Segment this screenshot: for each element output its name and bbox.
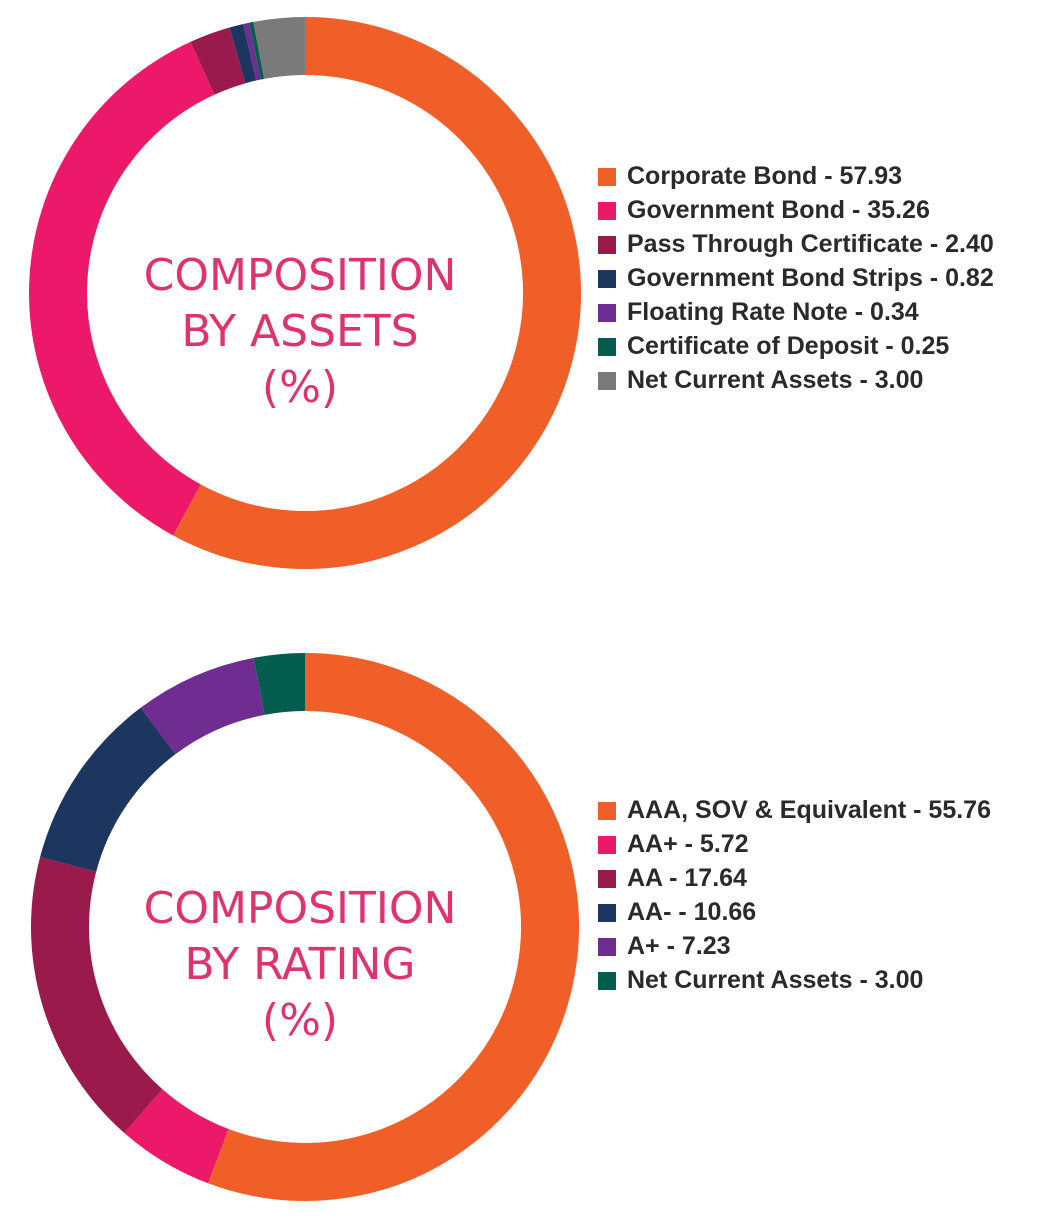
assets-legend-swatch xyxy=(598,202,616,220)
rating-slice-0 xyxy=(208,653,579,1201)
rating-title-line-1: COMPOSITION xyxy=(143,883,457,934)
assets-legend-swatch xyxy=(598,236,616,254)
assets-legend-label: Corporate Bond - 57.93 xyxy=(627,162,903,190)
rating-donut xyxy=(31,653,579,1201)
rating-legend-label: AA - 17.64 xyxy=(627,864,747,892)
assets-slice-4 xyxy=(243,22,261,81)
assets-composition-chart: COMPOSITION BY ASSETS (%) Corporate Bond… xyxy=(0,0,1042,600)
rating-legend-label: Net Current Assets - 3.00 xyxy=(627,966,924,994)
rating-legend-item: AA - 17.64 xyxy=(598,861,1018,895)
rating-legend-swatch xyxy=(598,904,616,922)
assets-legend-item: Government Bond Strips - 0.82 xyxy=(598,261,994,295)
rating-title-line-2: BY RATING xyxy=(184,939,416,990)
assets-slice-1 xyxy=(29,41,215,536)
rating-slice-3 xyxy=(40,707,177,873)
rating-legend-swatch xyxy=(598,972,616,990)
rating-center-title: COMPOSITION BY RATING (%) xyxy=(120,881,480,1049)
assets-legend-item: Pass Through Certificate - 2.40 xyxy=(598,227,994,261)
assets-slice-5 xyxy=(249,21,265,80)
rating-legend-item: A+ - 7.23 xyxy=(598,929,1018,963)
rating-slice-1 xyxy=(124,1088,230,1184)
assets-legend-swatch xyxy=(598,304,616,322)
rating-legend-swatch xyxy=(598,836,616,854)
rating-legend-label: AA- - 10.66 xyxy=(627,898,757,926)
assets-center-title: COMPOSITION BY ASSETS (%) xyxy=(120,248,480,416)
assets-legend-item: Net Current Assets - 3.00 xyxy=(598,363,994,397)
assets-legend-swatch xyxy=(598,338,616,356)
rating-legend-swatch xyxy=(598,938,616,956)
assets-title-line-2: BY ASSETS xyxy=(181,306,419,357)
assets-slice-2 xyxy=(190,27,246,95)
assets-legend-label: Net Current Assets - 3.00 xyxy=(627,366,924,394)
rating-composition-chart: COMPOSITION BY RATING (%) AAA, SOV & Equ… xyxy=(0,630,1042,1218)
assets-legend-item: Government Bond - 35.26 xyxy=(598,193,994,227)
assets-legend-swatch xyxy=(598,372,616,390)
rating-legend-item: AA+ - 5.72 xyxy=(598,827,1018,861)
assets-donut xyxy=(29,17,581,569)
rating-slice-4 xyxy=(140,657,266,755)
assets-title-line-1: COMPOSITION xyxy=(143,250,457,301)
assets-legend-swatch xyxy=(598,168,616,186)
assets-slice-3 xyxy=(229,23,257,84)
assets-legend-item: Certificate of Deposit - 0.25 xyxy=(598,329,994,363)
assets-legend-item: Floating Rate Note - 0.34 xyxy=(598,295,994,329)
rating-title-line-3: (%) xyxy=(261,995,339,1046)
assets-slice-6 xyxy=(253,17,306,79)
rating-legend-label: AAA, SOV & Equivalent - 55.76 xyxy=(627,796,991,824)
rating-legend-swatch xyxy=(598,802,616,820)
rating-slice-5 xyxy=(253,653,306,715)
assets-slice-0 xyxy=(173,17,581,569)
assets-legend-label: Government Bond - 35.26 xyxy=(627,196,930,224)
assets-legend-label: Certificate of Deposit - 0.25 xyxy=(627,332,950,360)
rating-legend-item: Net Current Assets - 3.00 xyxy=(598,963,1018,997)
assets-legend-label: Floating Rate Note - 0.34 xyxy=(627,298,919,326)
rating-legend-label: AA+ - 5.72 xyxy=(627,830,749,858)
rating-legend-swatch xyxy=(598,870,616,888)
assets-legend-item: Corporate Bond - 57.93 xyxy=(598,159,994,193)
rating-legend-item: AAA, SOV & Equivalent - 55.76 xyxy=(598,793,1018,827)
assets-title-line-3: (%) xyxy=(261,362,339,413)
rating-slice-2 xyxy=(31,857,163,1133)
rating-legend: AAA, SOV & Equivalent - 55.76 AA+ - 5.72 A… xyxy=(598,793,1018,997)
rating-legend-label: A+ - 7.23 xyxy=(627,932,731,960)
assets-legend-swatch xyxy=(598,270,616,288)
assets-legend-label: Pass Through Certificate - 2.40 xyxy=(627,230,994,258)
assets-legend: Corporate Bond - 57.93 Government Bond - … xyxy=(598,159,994,397)
rating-legend-item: AA- - 10.66 xyxy=(598,895,1018,929)
assets-legend-label: Government Bond Strips - 0.82 xyxy=(627,264,994,292)
